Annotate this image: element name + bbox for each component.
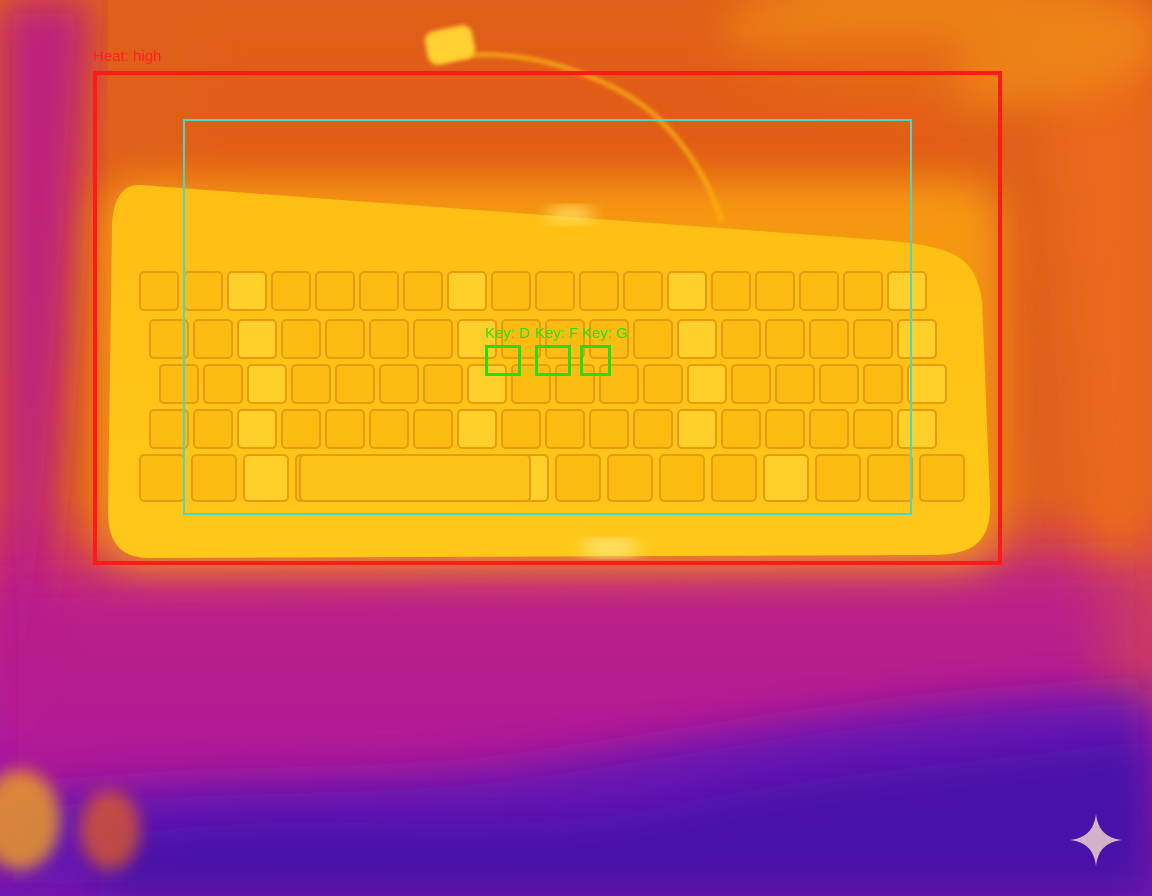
keycap xyxy=(193,409,233,449)
keycap xyxy=(237,319,277,359)
keycap xyxy=(159,364,199,404)
keycap xyxy=(501,409,541,449)
keycap xyxy=(863,364,903,404)
keycap xyxy=(687,364,727,404)
keycap xyxy=(149,409,189,449)
keycap xyxy=(191,454,237,502)
keycap xyxy=(271,271,311,311)
keycap xyxy=(809,319,849,359)
keycap xyxy=(775,364,815,404)
keycap xyxy=(359,271,399,311)
keycap xyxy=(711,271,751,311)
keycap xyxy=(809,409,849,449)
keycap xyxy=(281,319,321,359)
key-d-box xyxy=(485,345,521,376)
keycap xyxy=(765,319,805,359)
keycap xyxy=(369,409,409,449)
keycap xyxy=(535,271,575,311)
keycap xyxy=(623,271,663,311)
keycap xyxy=(237,409,277,449)
keycap xyxy=(867,454,913,502)
keycap xyxy=(545,319,585,359)
keycap xyxy=(897,319,937,359)
keycap xyxy=(659,454,705,502)
keycap xyxy=(815,454,861,502)
keycap xyxy=(403,271,443,311)
keycap xyxy=(633,409,673,449)
keycap xyxy=(633,319,673,359)
keycap xyxy=(149,319,189,359)
keycap xyxy=(667,271,707,311)
keycap xyxy=(139,271,179,311)
keycap xyxy=(315,271,355,311)
keycap xyxy=(413,319,453,359)
keycap xyxy=(193,319,233,359)
keycap xyxy=(607,454,653,502)
keycap xyxy=(721,409,761,449)
keycap xyxy=(853,409,893,449)
sparkle-icon xyxy=(1070,814,1122,866)
keycap xyxy=(335,364,375,404)
heat-region-box xyxy=(93,71,1002,565)
keycap xyxy=(457,409,497,449)
keycap xyxy=(589,409,629,449)
keycap xyxy=(919,454,965,502)
key-f-box xyxy=(535,345,571,376)
keycap xyxy=(325,409,365,449)
key-f-label: Key: F xyxy=(535,325,579,342)
keycap xyxy=(819,364,859,404)
keycap xyxy=(227,271,267,311)
spacebar xyxy=(299,454,531,502)
keycap xyxy=(579,271,619,311)
keycap xyxy=(843,271,883,311)
keycap xyxy=(721,319,761,359)
key-d-label: Key: D xyxy=(485,325,531,342)
keycap xyxy=(907,364,947,404)
keycap xyxy=(731,364,771,404)
keycap xyxy=(203,364,243,404)
keycap xyxy=(423,364,463,404)
keycap xyxy=(243,454,289,502)
key-g-box xyxy=(580,345,611,376)
keycap xyxy=(369,319,409,359)
keycap xyxy=(799,271,839,311)
keycap xyxy=(677,409,717,449)
keycap xyxy=(545,409,585,449)
key-g-label: Key: G xyxy=(582,325,628,342)
keycap xyxy=(491,271,531,311)
keycap xyxy=(325,319,365,359)
keycap xyxy=(765,409,805,449)
keycap xyxy=(247,364,287,404)
keycap xyxy=(379,364,419,404)
keycap xyxy=(755,271,795,311)
keycap xyxy=(447,271,487,311)
keycap xyxy=(677,319,717,359)
keycap xyxy=(413,409,453,449)
keycap xyxy=(291,364,331,404)
keyboard-keys xyxy=(139,271,965,502)
keycap xyxy=(281,409,321,449)
heat-region-label: Heat: high xyxy=(93,48,162,65)
keycap xyxy=(501,319,541,359)
keycap xyxy=(643,364,683,404)
keycap xyxy=(887,271,927,311)
keycap xyxy=(711,454,757,502)
keyboard-region-box xyxy=(183,119,912,515)
keycap xyxy=(897,409,937,449)
keycap xyxy=(853,319,893,359)
keycap xyxy=(555,454,601,502)
keycap xyxy=(763,454,809,502)
